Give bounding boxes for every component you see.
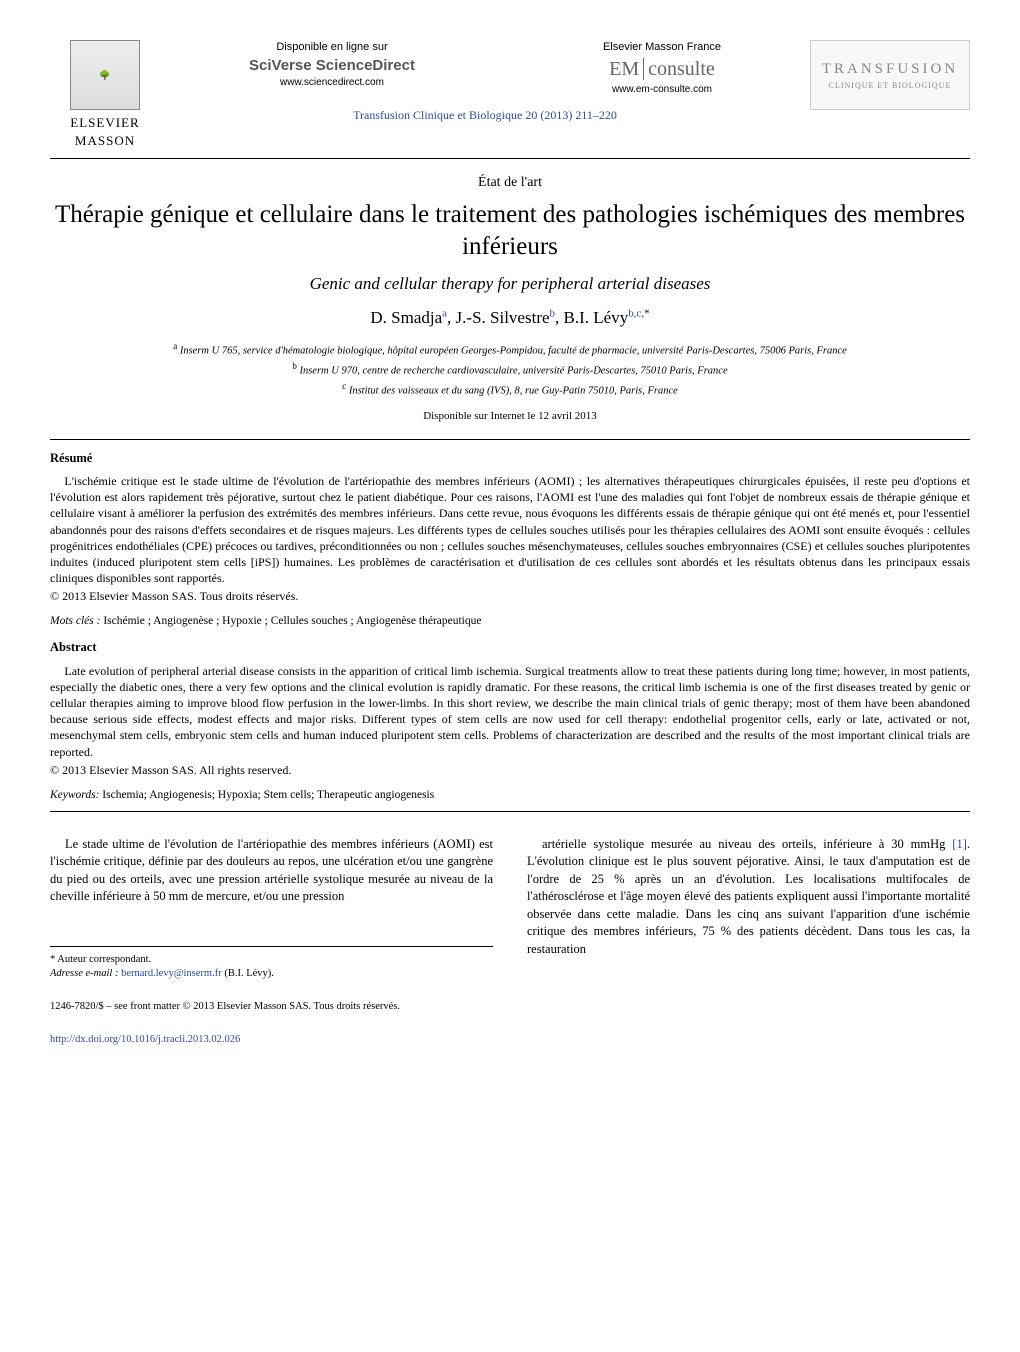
motscles-values: Ischémie ; Angiogenèse ; Hypoxie ; Cellu… <box>103 615 481 627</box>
resume-keywords: Mots clés : Ischémie ; Angiogenèse ; Hyp… <box>50 613 970 629</box>
resume-body: L'ischémie critique est le stade ultime … <box>50 473 970 586</box>
affiliation-c-text: Institut des vaisseaux et du sang (IVS),… <box>349 385 678 396</box>
author-3-affil: b,c, <box>628 307 644 319</box>
keywords-values: Ischemia; Angiogenesis; Hypoxia; Stem ce… <box>102 789 434 801</box>
sciencedirect-url[interactable]: www.sciencedirect.com <box>249 76 415 90</box>
authors-line: D. Smadjaa, J.-S. Silvestreb, B.I. Lévyb… <box>50 306 970 330</box>
footer-issn-line: 1246-7820/$ – see front matter © 2013 El… <box>50 1000 970 1015</box>
body-col-left: Le stade ultime de l'évolution de l'arté… <box>50 836 493 982</box>
abstract-heading: Abstract <box>50 639 970 657</box>
em-prefix: EM <box>609 58 644 80</box>
affiliation-b: b Inserm U 970, centre de recherche card… <box>50 360 970 379</box>
abstract-body: Late evolution of peripheral arterial di… <box>50 663 970 760</box>
header-center: Disponible en ligne sur SciVerse Science… <box>160 40 810 124</box>
doi-link[interactable]: http://dx.doi.org/10.1016/j.tracli.2013.… <box>50 1034 240 1045</box>
corr-label-text: Auteur correspondant. <box>57 954 151 965</box>
email-person: (B.I. Lévy). <box>224 968 274 979</box>
emconsulte-block: Elsevier Masson France EMconsulte www.em… <box>603 40 721 97</box>
emconsulte-logo: EMconsulte <box>603 55 721 83</box>
resume-copyright: © 2013 Elsevier Masson SAS. Tous droits … <box>50 588 970 605</box>
corresponding-author-label: * Auteur correspondant. <box>50 953 493 968</box>
author-1-affil: a <box>442 307 447 319</box>
corresponding-email[interactable]: bernard.levy@inserm.fr <box>121 968 222 979</box>
sciencedirect-block: Disponible en ligne sur SciVerse Science… <box>249 40 415 97</box>
affiliation-a: a Inserm U 765, service d'hématologie bi… <box>50 340 970 359</box>
body-col-right: artérielle systolique mesurée au niveau … <box>527 836 970 982</box>
sciverse-logo: SciVerse ScienceDirect <box>249 55 415 76</box>
publisher-block: 🌳 ELSEVIER MASSON <box>50 40 160 150</box>
corresponding-star-icon: * <box>644 307 650 319</box>
journal-logo-sub: CLINIQUE ET BIOLOGIQUE <box>815 80 965 91</box>
page-header: 🌳 ELSEVIER MASSON Disponible en ligne su… <box>50 40 970 159</box>
motscles-label: Mots clés : <box>50 615 100 627</box>
abstract-keywords: Keywords: Ischemia; Angiogenesis; Hypoxi… <box>50 787 970 803</box>
journal-reference: Transfusion Clinique et Biologique 20 (2… <box>170 107 800 124</box>
footer-doi: http://dx.doi.org/10.1016/j.tracli.2013.… <box>50 1033 970 1048</box>
affiliation-c: c Institut des vaisseaux et du sang (IVS… <box>50 380 970 399</box>
publisher-name: ELSEVIER MASSON <box>50 114 160 150</box>
corresponding-email-line: Adresse e-mail : bernard.levy@inserm.fr … <box>50 967 493 982</box>
author-2: J.-S. Silvestre <box>456 308 550 327</box>
author-2-affil: b <box>550 307 556 319</box>
journal-cover-logo: TRANSFUSION CLINIQUE ET BIOLOGIQUE <box>810 40 970 110</box>
body-para-2: artérielle systolique mesurée au niveau … <box>527 836 970 959</box>
article-title: Thérapie génique et cellulaire dans le t… <box>50 199 970 264</box>
body-columns: Le stade ultime de l'évolution de l'arté… <box>50 836 970 982</box>
email-label: Adresse e-mail : <box>50 968 118 979</box>
emf-label: Elsevier Masson France <box>603 40 721 55</box>
resume-heading: Résumé <box>50 450 970 468</box>
article-type: État de l'art <box>50 173 970 193</box>
body-para-2-pre: artérielle systolique mesurée au niveau … <box>542 837 952 851</box>
body-para-2-post: . L'évolution clinique est le plus souve… <box>527 837 970 956</box>
abstract-copyright: © 2013 Elsevier Masson SAS. All rights r… <box>50 762 970 779</box>
em-suffix: consulte <box>648 58 715 80</box>
journal-logo-main: TRANSFUSION <box>815 59 965 80</box>
keywords-label: Keywords: <box>50 789 99 801</box>
body-para-1: Le stade ultime de l'évolution de l'arté… <box>50 836 493 906</box>
emconsulte-url[interactable]: www.em-consulte.com <box>603 83 721 97</box>
author-1: D. Smadja <box>370 308 442 327</box>
footnote-block: * Auteur correspondant. Adresse e-mail :… <box>50 946 493 982</box>
available-online-label: Disponible en ligne sur <box>249 40 415 55</box>
online-date: Disponible sur Internet le 12 avril 2013 <box>50 409 970 424</box>
affiliation-b-text: Inserm U 970, centre de recherche cardio… <box>299 365 727 376</box>
article-subtitle: Genic and cellular therapy for periphera… <box>50 272 970 296</box>
rule-top <box>50 439 970 440</box>
citation-ref-1[interactable]: [1] <box>952 837 967 851</box>
author-3: B.I. Lévy <box>564 308 629 327</box>
affiliation-a-text: Inserm U 765, service d'hématologie biol… <box>180 345 847 356</box>
rule-bottom <box>50 811 970 812</box>
elsevier-tree-icon: 🌳 <box>70 40 140 110</box>
